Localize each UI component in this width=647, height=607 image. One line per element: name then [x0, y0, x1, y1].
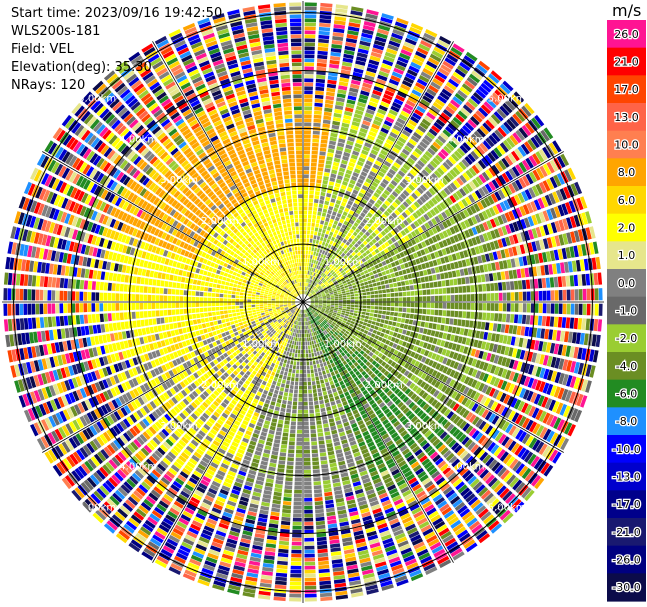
colorbar-cell [607, 462, 646, 491]
colorbar-cell [607, 573, 646, 602]
range-ring-label: 1.00km [242, 339, 280, 350]
colorbar-tick-label: -21.0 [612, 526, 640, 539]
colorbar-cell [607, 296, 646, 325]
colorbar-tick-label: -6.0 [616, 388, 637, 401]
range-ring-label: 5.00km [488, 503, 526, 514]
colorbar-tick-label: -8.0 [616, 415, 637, 428]
range-ring-label: 5.00km [78, 93, 116, 104]
colorbar-tick-label: 6.0 [618, 194, 636, 207]
range-ring-label: 1.00km [324, 339, 362, 350]
velocity-gate-set [11, 2, 599, 595]
colorbar-cell [607, 47, 646, 76]
azimuth-spoke [42, 301, 304, 453]
colorbar-tick-label: 13.0 [614, 111, 639, 124]
range-ring-label: 4.00km [119, 134, 157, 145]
velocity-gates [3, 2, 603, 602]
colorbar-cell [607, 213, 646, 242]
velocity-gate-set [17, 10, 599, 600]
velocity-gate-set [35, 29, 599, 594]
colorbar-unit: m/s [612, 1, 642, 20]
range-ring-label: 3.00km [406, 175, 444, 186]
field-label: Field: VEL [11, 42, 74, 57]
colorbar-cell [607, 20, 646, 49]
colorbar-tick-label: 8.0 [618, 166, 636, 179]
colorbar-tick-label: -26.0 [612, 554, 640, 567]
colorbar-tick-label: 1.0 [618, 249, 636, 262]
azimuth-spokes [2, 1, 604, 603]
range-ring-label: 4.00km [447, 134, 485, 145]
range-ring-labels: 1.00km 1.00km 1.00km 1.00km 2.00km 2.00km 2.00… [78, 93, 525, 513]
range-ring-label: 1.00km [324, 257, 362, 268]
colorbar-tick-label: 0.0 [618, 277, 636, 290]
colorbar-tick-label: 10.0 [614, 139, 639, 152]
colorbar-tick-label: 26.0 [614, 28, 639, 41]
colorbar-cell [607, 379, 646, 408]
colorbar-tick-label: 17.0 [614, 83, 639, 96]
azimuth-spoke [42, 151, 304, 303]
range-ring-label: 2.00km [365, 216, 403, 227]
colorbar-cell [607, 103, 646, 132]
colorbar-cell [607, 490, 646, 519]
colorbar-cell [607, 241, 646, 270]
elevation-label: Elevation(deg): 35.30 [11, 60, 152, 75]
azimuth-spoke [152, 41, 304, 303]
colorbar-tick-label: 2.0 [618, 222, 636, 235]
colorbar-cell [607, 518, 646, 547]
range-ring-label: 2.00km [365, 380, 403, 391]
nrays-label: NRays: 120 [11, 78, 86, 93]
range-ring-label: 4.00km [119, 462, 157, 473]
colorbar-tick-label: -10.0 [612, 443, 640, 456]
range-ring-label: 1.00km [242, 257, 280, 268]
instrument-label: WLS200s-181 [11, 24, 101, 39]
azimuth-spoke [302, 301, 564, 453]
azimuth-spoke [302, 151, 564, 303]
velocity-gate-set [14, 2, 601, 596]
azimuth-spoke [302, 41, 454, 303]
range-ring-label: 5.00km [488, 93, 526, 104]
colorbar-cell [607, 352, 646, 381]
colorbar-cell [607, 545, 646, 574]
start-time-label: Start time: 2023/09/16 19:42:50 [11, 6, 223, 21]
colorbar-cell [607, 186, 646, 215]
colorbar-tick-label: -13.0 [612, 471, 640, 484]
range-ring-label: 5.00km [78, 503, 116, 514]
range-ring-label: 3.00km [160, 421, 198, 432]
colorbar-tick-label: -1.0 [616, 305, 637, 318]
range-ring-label: 2.00km [201, 380, 239, 391]
azimuth-spoke [152, 301, 304, 563]
colorbar-tick-label: -30.0 [612, 581, 640, 594]
colorbar-cell [607, 269, 646, 298]
colorbar-tick-label: 21.0 [614, 56, 639, 69]
range-ring-label: 3.00km [160, 175, 198, 186]
range-ring-label: 3.00km [406, 421, 444, 432]
colorbar-cell [607, 75, 646, 104]
range-ring-label: 2.00km [201, 216, 239, 227]
colorbar-cell [607, 324, 646, 353]
colorbar-tick-label: -4.0 [616, 360, 637, 373]
azimuth-spoke [302, 301, 454, 563]
colorbar-cell [607, 158, 646, 187]
colorbar-cell [607, 435, 646, 464]
colorbar-tick-label: -17.0 [612, 498, 640, 511]
range-ring-label: 4.00km [447, 462, 485, 473]
colorbar-cell [607, 407, 646, 436]
colorbar-tick-label: -2.0 [616, 332, 637, 345]
colorbar-cell [607, 130, 646, 159]
